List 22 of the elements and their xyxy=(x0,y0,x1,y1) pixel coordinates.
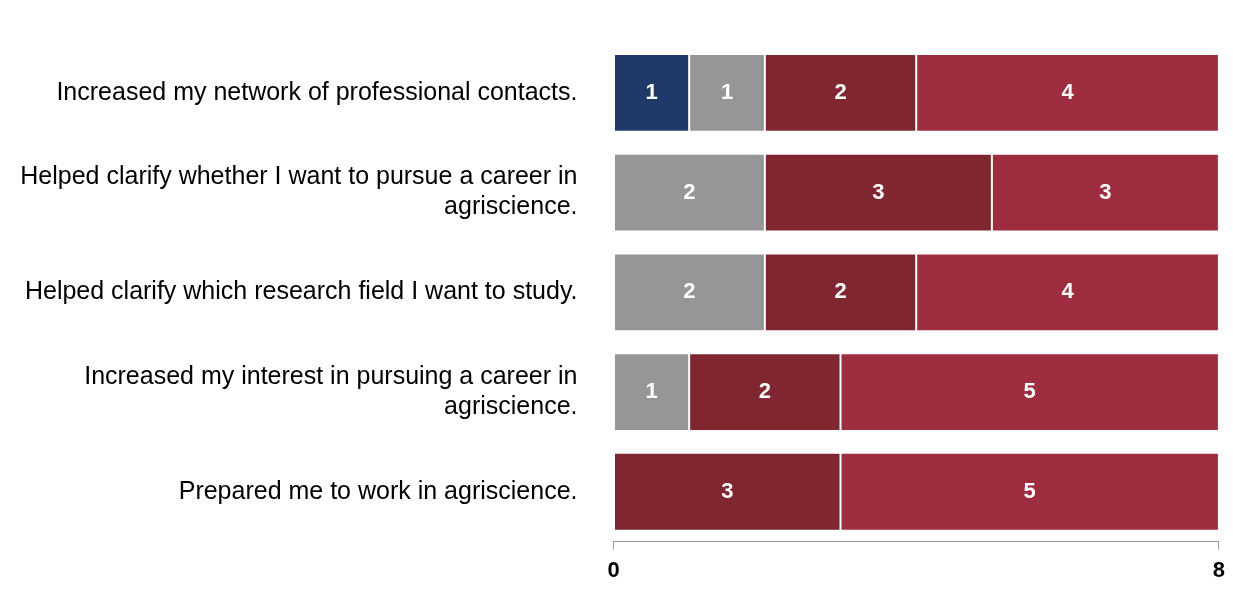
data-label: 1 xyxy=(645,378,658,404)
data-label: 2 xyxy=(834,278,847,304)
data-label: 2 xyxy=(683,278,696,304)
data-label: 4 xyxy=(1061,78,1075,104)
data-label: 2 xyxy=(758,378,771,404)
data-label: 3 xyxy=(721,477,734,503)
data-label: 2 xyxy=(683,178,696,204)
y-tick-label: Increased my interest in pursuing a career in agriscience. xyxy=(84,360,578,419)
data-label: 5 xyxy=(1023,378,1036,404)
y-tick-label: Helped clarify which research field I want to study. xyxy=(24,276,578,305)
data-label: 3 xyxy=(1099,178,1112,204)
x-tick-label: 8 xyxy=(1212,556,1226,582)
data-label: 1 xyxy=(645,78,658,104)
y-tick-label: Prepared me to work in agriscience. xyxy=(178,475,578,504)
y-tick-label: Increased my network of professional contacts. xyxy=(56,76,578,105)
data-label: 3 xyxy=(872,178,885,204)
x-tick-label: 0 xyxy=(607,556,620,582)
data-label: 5 xyxy=(1023,477,1036,503)
y-tick-label: Helped clarify whether I want to pursue a career in agriscience. xyxy=(20,161,578,220)
data-label: 1 xyxy=(720,78,734,104)
data-label: 2 xyxy=(834,78,847,104)
data-label: 4 xyxy=(1061,278,1075,304)
